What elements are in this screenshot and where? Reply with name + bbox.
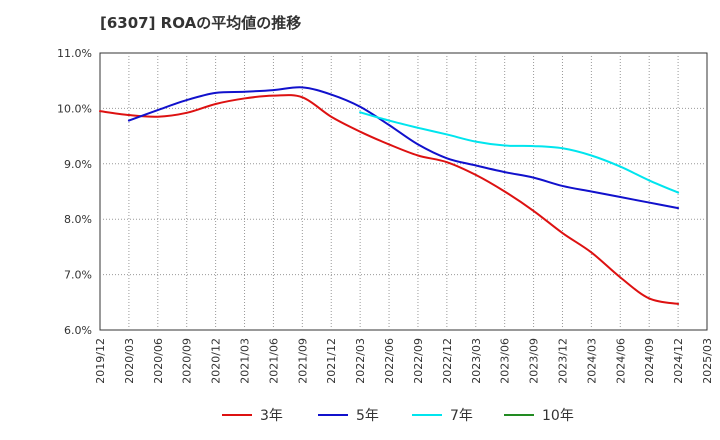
x-tick-label: 2024/03 bbox=[585, 338, 598, 384]
x-tick-label: 2019/12 bbox=[94, 338, 107, 384]
legend-item-7y: 7年 bbox=[412, 403, 473, 427]
legend-swatch-10y bbox=[504, 414, 534, 416]
x-tick-label: 2022/12 bbox=[441, 338, 454, 384]
x-tick-label: 2022/06 bbox=[383, 338, 396, 384]
y-tick-labels: 6.0% 7.0% 8.0% 9.0% 10.0% 11.0% bbox=[57, 47, 92, 337]
series-lines bbox=[99, 86, 680, 305]
x-tick-label: 2022/09 bbox=[412, 338, 425, 384]
legend-label-3y: 3年 bbox=[260, 408, 283, 424]
series-line-3y bbox=[99, 94, 680, 305]
legend-label-5y: 5年 bbox=[356, 408, 379, 424]
x-tick-label: 2021/09 bbox=[296, 338, 309, 384]
series-line-5y bbox=[127, 86, 680, 210]
legend-label-10y: 10年 bbox=[542, 408, 574, 424]
x-tick-label: 2020/03 bbox=[123, 338, 136, 384]
legend-swatch-3y bbox=[222, 414, 252, 416]
chart-title: [6307] ROAの平均値の推移 bbox=[100, 14, 302, 32]
x-tick-label: 2024/06 bbox=[614, 338, 627, 384]
x-tick-label: 2021/03 bbox=[239, 338, 252, 384]
x-tick-label: 2023/03 bbox=[470, 338, 483, 384]
y-tick-label: 9.0% bbox=[64, 158, 92, 171]
legend: 3年 5年 7年 10年 bbox=[0, 403, 720, 427]
x-tick-label: 2020/09 bbox=[181, 338, 194, 384]
x-tick-label: 2024/09 bbox=[643, 338, 656, 384]
x-tick-labels: 2019/12 2020/03 2020/06 2020/09 2020/12 2021/… bbox=[94, 338, 714, 384]
x-tick-label: 2022/03 bbox=[354, 338, 367, 384]
y-tick-label: 7.0% bbox=[64, 269, 92, 282]
legend-label-7y: 7年 bbox=[450, 408, 473, 424]
legend-swatch-7y bbox=[412, 414, 442, 416]
y-tick-label: 8.0% bbox=[64, 213, 92, 226]
series-line-7y bbox=[359, 111, 680, 194]
x-tick-label: 2024/12 bbox=[672, 338, 685, 384]
y-tick-label: 11.0% bbox=[57, 47, 92, 60]
legend-item-5y: 5年 bbox=[318, 403, 379, 427]
x-tick-label: 2020/06 bbox=[152, 338, 165, 384]
legend-item-3y: 3年 bbox=[222, 403, 283, 427]
legend-swatch-5y bbox=[318, 414, 348, 416]
x-tick-label: 2023/12 bbox=[556, 338, 569, 384]
x-tick-label: 2021/06 bbox=[267, 338, 280, 384]
x-tick-label: 2023/09 bbox=[528, 338, 541, 384]
x-tick-label: 2025/03 bbox=[701, 338, 714, 384]
x-tick-label: 2021/12 bbox=[325, 338, 338, 384]
y-tick-label: 10.0% bbox=[57, 102, 92, 115]
y-tick-label: 6.0% bbox=[64, 324, 92, 337]
legend-item-10y: 10年 bbox=[504, 403, 574, 427]
plot-area bbox=[99, 52, 708, 331]
x-tick-label: 2023/06 bbox=[499, 338, 512, 384]
x-tick-label: 2020/12 bbox=[210, 338, 223, 384]
